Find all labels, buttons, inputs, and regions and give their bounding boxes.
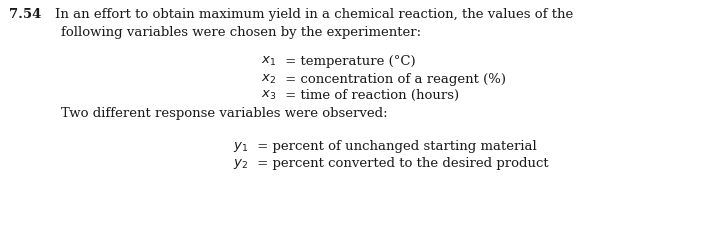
Text: = percent of unchanged starting material: = percent of unchanged starting material (253, 140, 536, 153)
Text: = time of reaction (hours): = time of reaction (hours) (281, 89, 460, 102)
Text: $x_1$: $x_1$ (261, 55, 276, 68)
Text: $y_2$: $y_2$ (233, 157, 248, 171)
Text: = temperature (°C): = temperature (°C) (281, 55, 416, 68)
Text: In an effort to obtain maximum yield in a chemical reaction, the values of the: In an effort to obtain maximum yield in … (55, 8, 573, 21)
Text: = concentration of a reagent (%): = concentration of a reagent (%) (281, 73, 506, 86)
Text: $x_2$: $x_2$ (261, 73, 276, 86)
Text: = percent converted to the desired product: = percent converted to the desired produ… (253, 157, 549, 170)
Text: $x_3$: $x_3$ (261, 89, 276, 102)
Text: following variables were chosen by the experimenter:: following variables were chosen by the e… (61, 26, 421, 39)
Text: 7.54: 7.54 (9, 8, 42, 21)
Text: $y_1$: $y_1$ (233, 140, 248, 154)
Text: Two different response variables were observed:: Two different response variables were ob… (61, 107, 388, 120)
